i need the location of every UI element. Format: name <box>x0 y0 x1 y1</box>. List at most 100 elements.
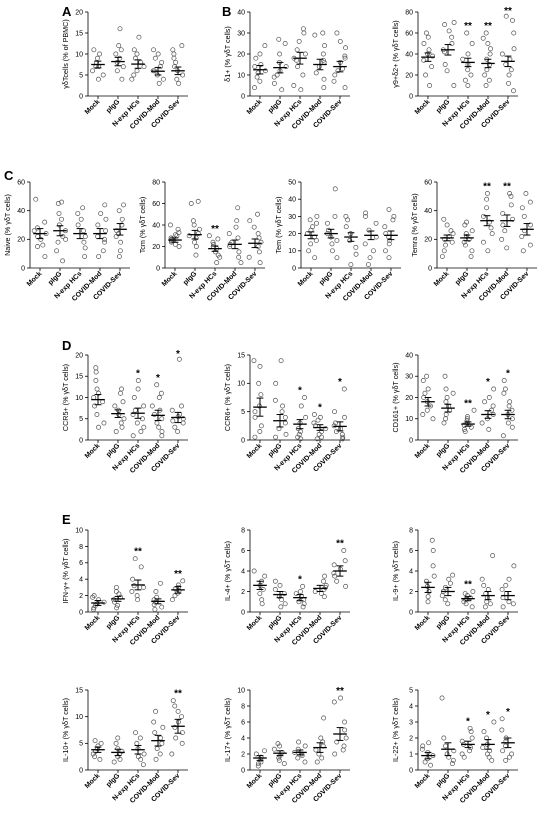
y-tick-label: 2 <box>79 593 83 600</box>
data-point <box>366 227 372 233</box>
data-point <box>157 751 163 757</box>
y-tick-label: 4 <box>241 735 245 742</box>
data-point <box>112 599 118 605</box>
y-tick-label: 5 <box>79 416 83 423</box>
data-point <box>423 578 429 584</box>
data-point <box>303 414 309 420</box>
data-point <box>59 199 65 205</box>
data-point <box>519 234 525 239</box>
data-point <box>481 239 486 245</box>
data-point <box>257 51 263 57</box>
data-point <box>302 759 308 765</box>
data-point <box>134 51 140 57</box>
data-point <box>423 72 429 78</box>
data-point <box>483 83 489 88</box>
data-point <box>92 403 98 409</box>
data-point <box>75 222 81 228</box>
data-point <box>159 604 165 610</box>
data-point <box>172 703 178 709</box>
data-point <box>511 30 517 36</box>
data-point <box>382 224 388 230</box>
data-point <box>340 436 346 442</box>
data-point <box>271 74 277 80</box>
y-tick-label: 2 <box>409 589 413 596</box>
y-tick-label: 80 <box>405 9 413 16</box>
data-point <box>176 244 182 249</box>
data-point <box>333 420 338 426</box>
data-point <box>450 757 456 763</box>
y-tick-label: 40 <box>237 9 245 16</box>
data-point <box>80 205 86 211</box>
data-point <box>160 724 166 730</box>
data-point <box>363 213 368 219</box>
data-point <box>236 254 242 260</box>
data-point <box>56 211 62 216</box>
data-point <box>322 573 328 579</box>
data-point <box>172 241 178 247</box>
data-point <box>81 228 86 234</box>
data-point <box>425 386 431 392</box>
y-tick-label: 50 <box>288 179 296 186</box>
data-point <box>279 409 285 415</box>
data-point <box>179 43 185 49</box>
y-tick-label: 0 <box>241 767 245 774</box>
data-point <box>331 78 337 84</box>
data-point <box>486 426 492 432</box>
data-point <box>160 76 166 82</box>
data-point <box>226 231 232 237</box>
data-point <box>134 420 140 426</box>
data-point <box>331 562 337 568</box>
significance-marker: * <box>136 369 140 380</box>
data-point <box>119 216 125 222</box>
data-point <box>485 248 491 254</box>
data-point <box>332 409 337 415</box>
data-point <box>419 746 425 752</box>
x-tick-label: Mock <box>246 98 264 116</box>
y-tick-label: 20 <box>405 72 413 79</box>
data-point <box>186 233 192 239</box>
data-point <box>425 594 431 600</box>
data-point <box>320 739 326 745</box>
data-point <box>116 231 121 237</box>
data-point <box>429 537 435 543</box>
data-point <box>179 730 185 736</box>
data-point <box>527 242 533 248</box>
data-point <box>441 420 447 426</box>
x-tick-label: Mock <box>84 614 102 632</box>
y-tick-label: 30 <box>237 30 245 37</box>
data-point <box>97 756 103 762</box>
data-point <box>252 414 258 420</box>
data-point <box>262 43 268 49</box>
data-point <box>101 420 107 426</box>
data-point <box>180 578 186 584</box>
data-point <box>60 234 66 239</box>
y-axis-label: CD161+ (% γδT cells) <box>391 363 400 433</box>
significance-marker: ** <box>464 21 472 32</box>
y-tick-label: 20 <box>288 231 296 238</box>
data-point <box>159 59 165 65</box>
significance-marker: * <box>318 403 322 414</box>
data-point <box>449 761 455 767</box>
data-point <box>154 746 160 752</box>
data-point <box>487 601 493 607</box>
data-point <box>334 238 340 243</box>
data-point <box>386 207 392 212</box>
data-point <box>298 87 304 93</box>
data-point <box>151 602 157 608</box>
y-tick-label: 6 <box>79 560 83 567</box>
y-tick-label: 3 <box>409 719 413 726</box>
data-point <box>520 248 526 254</box>
data-point <box>117 26 123 32</box>
data-point <box>314 220 319 226</box>
significance-marker: ** <box>134 547 142 558</box>
y-tick-label: 10 <box>405 416 413 423</box>
data-point <box>117 756 123 762</box>
data-point <box>75 211 81 216</box>
panel-letter-e: E <box>62 512 71 527</box>
y-tick-label: 10 <box>237 381 245 388</box>
data-point <box>519 205 525 211</box>
data-point <box>135 386 141 392</box>
y-axis-label: CCR6+ (% γδT cells) <box>223 364 232 431</box>
data-point <box>449 239 455 245</box>
data-point <box>321 594 327 600</box>
